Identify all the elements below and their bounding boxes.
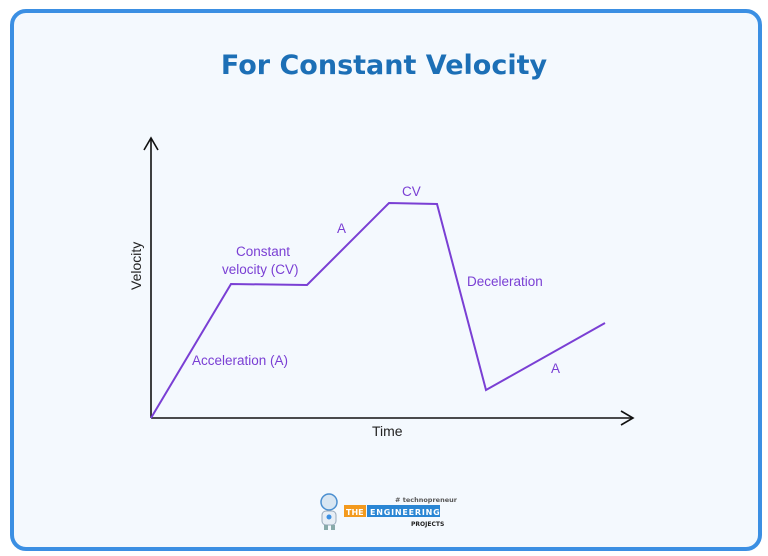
label-constant-2: velocity (CV) bbox=[222, 262, 299, 277]
y-axis-label: Velocity bbox=[128, 242, 144, 290]
y-axis-arrow bbox=[143, 136, 159, 151]
label-deceleration: Deceleration bbox=[467, 274, 543, 289]
label-accel-3: A bbox=[551, 361, 560, 376]
x-axis-label: Time bbox=[372, 423, 403, 439]
velocity-line bbox=[150, 201, 606, 419]
logo-engineering: ENGINEERING bbox=[370, 508, 441, 517]
logo-the: THE bbox=[346, 508, 364, 517]
x-axis-arrow bbox=[620, 410, 635, 426]
label-acceleration: Acceleration (A) bbox=[192, 353, 288, 368]
label-constant-1: Constant bbox=[236, 244, 290, 259]
label-accel-2: A bbox=[337, 221, 346, 236]
logo-projects: PROJECTS bbox=[411, 521, 444, 528]
robot-icon bbox=[320, 493, 338, 530]
label-cv-2: CV bbox=[402, 184, 421, 199]
page-title: For Constant Velocity bbox=[220, 50, 548, 81]
logo-tagline: # technopreneur bbox=[395, 496, 458, 504]
card-frame bbox=[10, 9, 762, 551]
brand-logo: # technopreneur THE ENGINEERING PROJECTS bbox=[320, 493, 458, 530]
